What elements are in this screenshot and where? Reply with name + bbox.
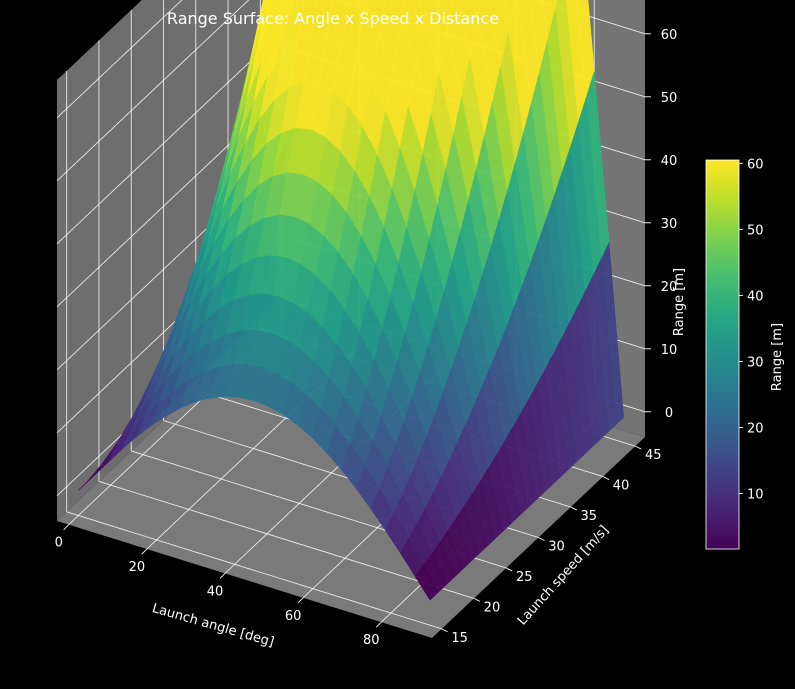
colorbar-tick-label: 50 [747, 223, 764, 238]
x-tick-mark [141, 548, 148, 555]
y-tick-mark [570, 506, 577, 511]
z-tick-label: 20 [661, 280, 678, 295]
y-tick-label: 35 [580, 509, 597, 524]
x-tick-label: 20 [129, 560, 146, 575]
x-tick-mark [219, 573, 226, 579]
y-tick-mark [441, 628, 448, 633]
x-tick-label: 0 [55, 536, 63, 551]
colorbar-tick-label: 60 [747, 157, 764, 172]
y-tick-mark [602, 476, 610, 480]
z-gridline-side [56, 0, 183, 119]
surface-patch [474, 0, 482, 18]
y-tick-label: 15 [451, 631, 468, 646]
y-tick-label: 40 [613, 479, 630, 494]
colorbar-label: Range [m] [770, 323, 785, 391]
x-tick-label: 40 [207, 584, 224, 599]
surface-patch [414, 565, 439, 601]
colorbar-ticks: 10 20 30 40 50 60 [739, 157, 764, 503]
x-axis-label: Launch angle [deg] [150, 601, 275, 650]
y-tick-mark [473, 598, 481, 602]
axis-ticks: 0 20 40 60 80 15 20 25 30 35 40 45 0 10 20 30 40 50 60 [55, 28, 678, 648]
x-tick-mark [63, 524, 70, 530]
z-tick-label: 0 [665, 406, 673, 421]
z-gridline-side [56, 0, 250, 182]
z-axis-label: Range [m] [672, 268, 687, 336]
range-surface [78, 0, 624, 601]
colorbar-tick-label: 40 [747, 289, 764, 304]
z-gridline-side [56, 42, 271, 245]
y-gridline-floor [98, 480, 475, 599]
z-tick-label: 10 [661, 343, 678, 358]
colorbar-tick-label: 10 [747, 488, 764, 503]
z-tick-label: 60 [661, 28, 678, 43]
y-tick-label: 25 [516, 570, 533, 585]
y-tick-mark [506, 567, 513, 572]
y-tick-label: 45 [645, 448, 662, 463]
y-tick-label: 20 [484, 600, 501, 615]
y-tick-mark [635, 445, 642, 450]
y-gridline-floor [66, 511, 442, 630]
z-tick-label: 40 [661, 154, 678, 169]
colorbar-tick-label: 20 [747, 421, 764, 436]
surface-patch [503, 0, 516, 31]
y-tick-mark [538, 537, 545, 541]
chart-title: Range Surface: Angle x Speed x Distance [167, 9, 499, 28]
x-tick-mark [297, 597, 304, 604]
y-tick-label: 30 [548, 540, 565, 555]
x-tick-mark [375, 621, 382, 628]
x-tick-label: 60 [285, 609, 302, 624]
colorbar [705, 159, 740, 550]
z-tick-label: 50 [661, 91, 678, 106]
z-tick-label: 30 [661, 217, 678, 232]
colorbar-tick-label: 30 [747, 355, 764, 370]
x-tick-label: 80 [363, 633, 380, 648]
